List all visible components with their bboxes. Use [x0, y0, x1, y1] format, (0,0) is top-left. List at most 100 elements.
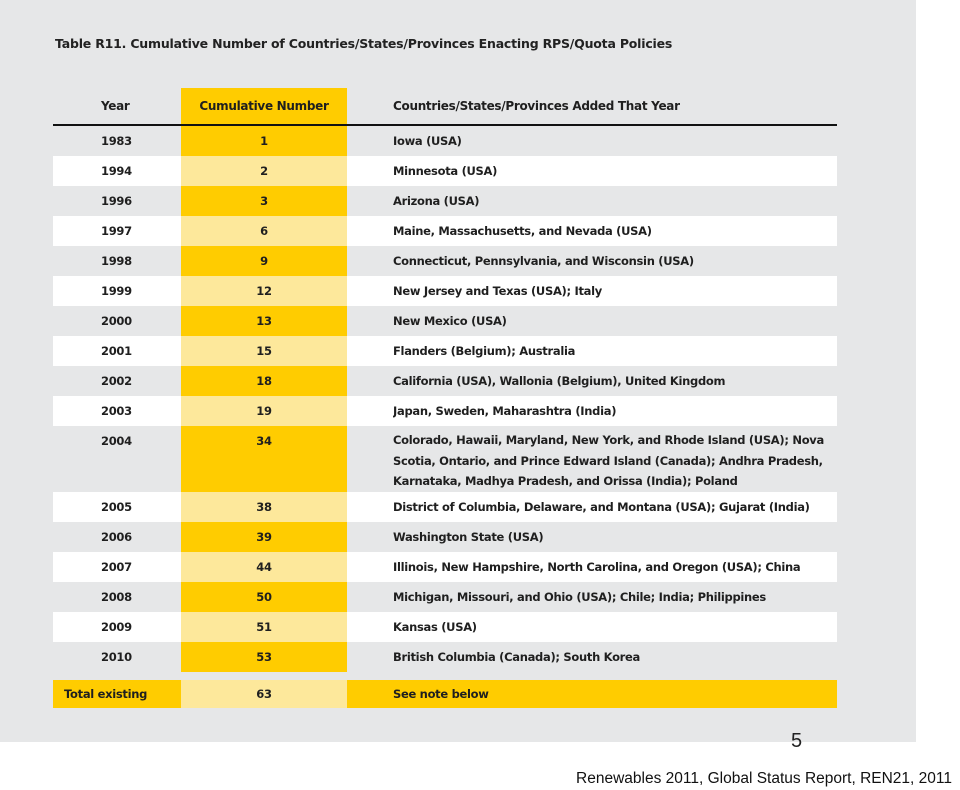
- added-cell: Connecticut, Pennsylvania, and Wisconsin…: [393, 254, 694, 268]
- cumulative-cell: 12: [181, 276, 347, 306]
- gap-cell: [347, 156, 393, 186]
- table-row: 2002 18 California (USA), Wallonia (Belg…: [53, 366, 837, 396]
- gap-cell: [347, 216, 393, 246]
- added-cell: New Jersey and Texas (USA); Italy: [393, 276, 837, 306]
- added-cell: British Columbia (Canada); South Korea: [393, 649, 640, 664]
- table-row: 2010 53 British Columbia (Canada); South…: [53, 641, 837, 672]
- table-row: 2004 34 Colorado, Hawaii, Maryland, New …: [53, 426, 837, 492]
- year-cell: 2006: [101, 529, 132, 544]
- source-caption: Renewables 2011, Global Status Report, R…: [576, 770, 952, 787]
- table-spacer: [53, 672, 837, 680]
- added-cell: Illinois, New Hampshire, North Carolina,…: [393, 551, 837, 582]
- added-cell: Colorado, Hawaii, Maryland, New York, an…: [393, 433, 824, 488]
- added-cell: Washington State (USA): [393, 529, 544, 544]
- added-cell: Michigan, Missouri, and Ohio (USA); Chil…: [393, 589, 766, 604]
- table-row: 1997 6 Maine, Massachusetts, and Nevada …: [53, 216, 837, 246]
- year-cell: 2007: [53, 551, 181, 582]
- cumulative-cell: 50: [181, 581, 347, 612]
- table-row: 2001 15 Flanders (Belgium); Australia: [53, 336, 837, 366]
- year-cell: 2009: [53, 611, 181, 642]
- year-cell: 2005: [53, 491, 181, 522]
- added-cell: Maine, Massachusetts, and Nevada (USA): [393, 216, 837, 246]
- year-cell: 2010: [101, 649, 132, 664]
- year-cell: 1983: [101, 134, 132, 148]
- added-cell: District of Columbia, Delaware, and Mont…: [393, 491, 837, 522]
- header-cumulative: Cumulative Number: [181, 88, 347, 125]
- added-cell: California (USA), Wallonia (Belgium), Un…: [393, 374, 726, 388]
- gap-cell: [347, 336, 393, 366]
- rps-table: Year Cumulative Number Countries/States/…: [53, 88, 837, 708]
- table-row: 2005 38 District of Columbia, Delaware, …: [53, 491, 837, 522]
- gap-cell: [347, 276, 393, 306]
- added-cell: New Mexico (USA): [393, 314, 507, 328]
- gap-cell: [347, 642, 393, 672]
- gap-cell: [347, 551, 393, 582]
- year-cell: 2000: [101, 314, 132, 328]
- gap-cell: [347, 522, 393, 552]
- table-title: Table R11. Cumulative Number of Countrie…: [55, 36, 673, 51]
- year-cell: 1996: [101, 194, 132, 208]
- gap-cell: [347, 366, 393, 396]
- cumulative-cell: 1: [181, 125, 347, 156]
- total-row: Total existing 63 See note below: [53, 679, 837, 708]
- table-row: 2000 13 New Mexico (USA): [53, 306, 837, 336]
- year-cell: 2004: [101, 434, 132, 448]
- table-row: 1994 2 Minnesota (USA): [53, 156, 837, 186]
- table-panel: Table R11. Cumulative Number of Countrie…: [0, 0, 916, 742]
- table-row: 1999 12 New Jersey and Texas (USA); Ital…: [53, 276, 837, 306]
- table-row: 1983 1 Iowa (USA): [53, 125, 837, 156]
- table-row: 2007 44 Illinois, New Hampshire, North C…: [53, 551, 837, 582]
- year-cell: 1999: [53, 276, 181, 306]
- cumulative-cell: 53: [181, 641, 347, 672]
- year-cell: 2003: [53, 396, 181, 426]
- header-year: Year: [101, 99, 130, 113]
- total-added: See note below: [393, 679, 837, 708]
- cumulative-cell: 15: [181, 336, 347, 366]
- gap-cell: [347, 396, 393, 426]
- gap-cell: [347, 611, 393, 642]
- cumulative-cell: 2: [181, 156, 347, 186]
- cumulative-cell: 44: [181, 551, 347, 582]
- cumulative-cell: 39: [181, 521, 347, 552]
- table-row: 1998 9 Connecticut, Pennsylvania, and Wi…: [53, 246, 837, 276]
- header-row: Year Cumulative Number Countries/States/…: [53, 88, 837, 125]
- year-cell: 1998: [101, 254, 132, 268]
- total-cumulative: 63: [181, 679, 347, 708]
- header-added: Countries/States/Provinces Added That Ye…: [393, 99, 680, 113]
- year-cell: 2008: [101, 589, 132, 604]
- total-label: Total existing: [53, 679, 181, 708]
- gap-cell: [347, 186, 393, 216]
- table-row: 2008 50 Michigan, Missouri, and Ohio (US…: [53, 581, 837, 612]
- header-gap: [347, 88, 393, 125]
- gap-cell: [347, 246, 393, 276]
- added-cell: Kansas (USA): [393, 611, 837, 642]
- cumulative-cell: 13: [181, 306, 347, 336]
- gap-cell: [347, 582, 393, 612]
- added-cell: Japan, Sweden, Maharashtra (India): [393, 396, 837, 426]
- page-number: 5: [791, 730, 803, 752]
- cumulative-cell: 34: [181, 426, 347, 492]
- year-cell: 1997: [53, 216, 181, 246]
- gap-cell: [347, 491, 393, 522]
- cumulative-cell: 6: [181, 216, 347, 246]
- cumulative-cell: 38: [181, 491, 347, 522]
- year-cell: 2001: [53, 336, 181, 366]
- table-row: 1996 3 Arizona (USA): [53, 186, 837, 216]
- cumulative-cell: 51: [181, 611, 347, 642]
- gap-cell: [347, 125, 393, 156]
- table-row: 2003 19 Japan, Sweden, Maharashtra (Indi…: [53, 396, 837, 426]
- added-cell: Minnesota (USA): [393, 156, 837, 186]
- gap-cell: [347, 426, 393, 492]
- total-gap: [347, 679, 393, 708]
- cumulative-cell: 19: [181, 396, 347, 426]
- added-cell: Arizona (USA): [393, 194, 480, 208]
- year-cell: 2002: [101, 374, 132, 388]
- table-row: 2006 39 Washington State (USA): [53, 521, 837, 552]
- year-cell: 1994: [53, 156, 181, 186]
- added-cell: Iowa (USA): [393, 134, 462, 148]
- gap-cell: [347, 306, 393, 336]
- cumulative-cell: 18: [181, 366, 347, 396]
- cumulative-cell: 9: [181, 246, 347, 276]
- cumulative-cell: 3: [181, 186, 347, 216]
- table-row: 2009 51 Kansas (USA): [53, 611, 837, 642]
